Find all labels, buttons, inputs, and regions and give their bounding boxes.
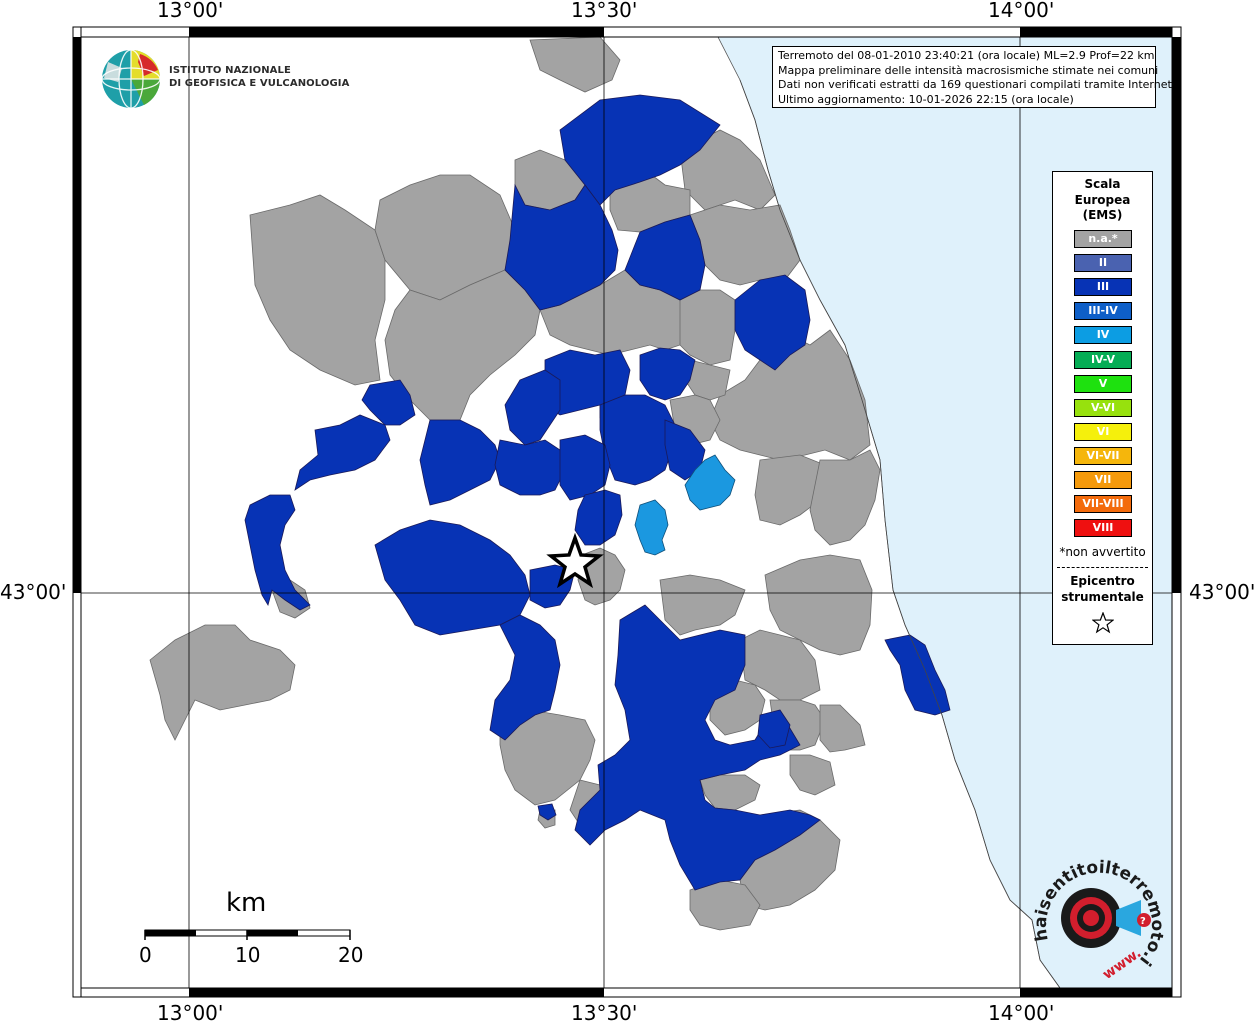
legend-item: VIII [1074,519,1132,538]
legend-item: IV [1074,326,1132,345]
scale-tick-0: 0 [139,943,152,967]
lat-label-right-4300: 43°00' [1189,580,1255,604]
municipalities-intensity-IV [634,454,736,556]
lon-label-bottom-1400: 14°00' [988,1001,1055,1025]
legend-item: III [1074,278,1132,297]
event-info-line1: Terremoto del 08-01-2010 23:40:21 (ora l… [778,49,1155,62]
legend-item: VI [1074,422,1132,441]
scale-tick-10: 10 [235,943,261,967]
lon-label-bottom-1330: 13°30' [571,1001,638,1025]
legend-epicenter-line1: Epicentro [1070,574,1135,588]
ingv-logo-line1: ISTITUTO NAZIONALE [169,65,291,76]
legend-item: II [1074,254,1132,273]
coastline [739,79,1061,989]
legend-item: IV-V [1074,350,1132,369]
lon-label-top-1300: 13°00' [157,0,224,22]
legend-item: VII-VIII [1074,495,1132,514]
ingv-logo-line2: DI GEOFISICA E VULCANOLOGIA [169,78,350,89]
ems-legend: Scala Europea (EMS) n.a.* II III III-IV IV IV… [1052,171,1153,645]
event-info-line3: Dati non verificati estratti da 169 ques… [778,78,1176,91]
map-frame [72,26,1182,998]
lon-label-top-1400: 14°00' [988,0,1055,22]
graticule [81,37,1172,988]
ingv-logo-text: ISTITUTO NAZIONALE DI GEOFISICA E VULCAN… [169,64,349,90]
lon-label-bottom-1300: 13°00' [157,1001,224,1025]
legend-item: V-VI [1074,398,1132,417]
legend-item: V [1074,374,1132,393]
legend-title-line3: (EMS) [1082,208,1123,222]
epicenter-star [546,532,604,589]
event-info-box: Terremoto del 08-01-2010 23:40:21 (ora l… [772,46,1176,108]
svg-text:?: ? [1140,916,1146,927]
event-info-line4: Ultimo aggiornamento: 10-01-2026 22:15 (… [778,92,1074,106]
brand-www-text: www. [1100,945,1145,978]
legend-title-line2: Europea [1074,192,1131,207]
legend-separator [1057,567,1148,568]
legend-item: III-IV [1074,302,1132,321]
legend-star-icon [1092,612,1114,634]
legend-title: Scala Europea (EMS) [1053,177,1152,224]
legend-not-felt-note: *non avvertito [1059,545,1146,559]
legend-title-line1: Scala [1084,177,1121,191]
legend-item: n.a.* [1074,230,1132,248]
legend-item: VII [1074,471,1132,489]
municipalities-intensity-III [244,94,951,891]
legend-item: VI-VII [1074,446,1132,465]
municipalities-not-felt [149,36,881,931]
event-info-line2: Mappa preliminare delle intensità macros… [778,63,1159,77]
lat-label-left-4300: 43°00' [0,580,67,604]
legend-epicenter-line2: strumentale [1061,589,1144,604]
scale-bar [144,929,351,940]
scale-tick-20: 20 [338,943,364,967]
haisentitoilterremoto-logo-icon: haisentitoilterremoto.it ? www. [1026,848,1167,978]
legend-epicenter-label: Epicentro strumentale [1053,574,1152,605]
ingv-globe-icon [101,49,161,109]
lon-label-top-1330: 13°30' [571,0,638,22]
scale-unit-label: km [226,888,267,918]
